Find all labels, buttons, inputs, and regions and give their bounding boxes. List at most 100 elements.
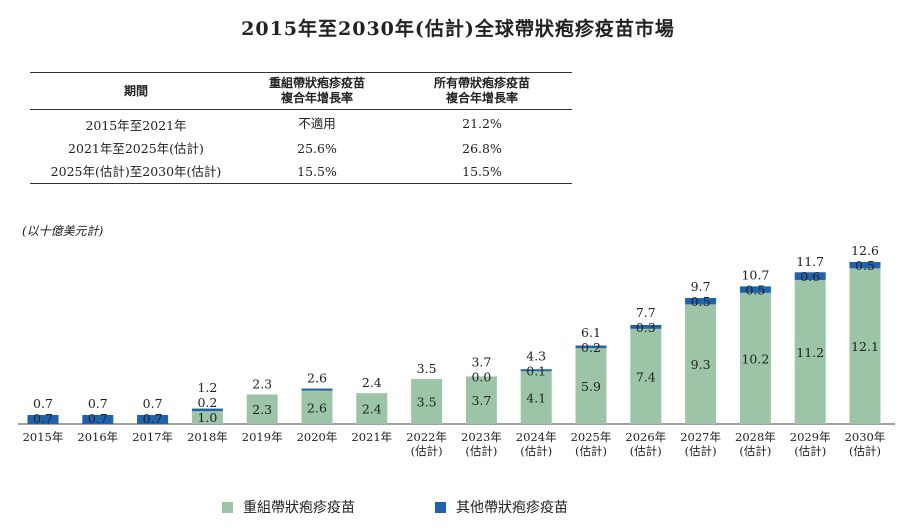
- x-tick-label: 2029年: [790, 430, 831, 444]
- data-label-total: 3.5: [417, 361, 437, 376]
- table-header: 所有帶狀疱疹疫苗 複合年增長率: [392, 72, 572, 110]
- page-title: 2015年至2030年(估計)全球帶狀疱疹疫苗市場: [241, 18, 675, 40]
- bar-other: [137, 414, 169, 424]
- x-tick-label: 2023年: [461, 430, 502, 444]
- header-line: 複合年增長率: [280, 91, 353, 105]
- bar-recombinant: [191, 411, 223, 424]
- table-cell: 不適用: [298, 116, 336, 131]
- unit-label: (以十億美元計): [22, 224, 104, 238]
- data-label-recombinant: 7.4: [636, 369, 656, 384]
- legend-item-recombinant: 重組帶狀疱疹疫苗: [222, 497, 355, 517]
- x-tick-label: 2018年: [187, 430, 228, 444]
- data-label-other: 0.5: [855, 258, 875, 273]
- table-row: 2025年(估計)至2030年(估計) 15.5% 15.5%: [30, 160, 572, 184]
- table-cell: 26.8%: [462, 141, 502, 156]
- data-label-other: 0.0: [471, 369, 491, 384]
- x-tick-label: 2028年: [735, 430, 776, 444]
- data-label-total: 0.7: [88, 396, 108, 411]
- table-cell: 15.5%: [297, 164, 337, 179]
- bar-other: [191, 408, 223, 412]
- table-cell: 2015年至2021年: [85, 118, 187, 133]
- legend-label: 重組帶狀疱疹疫苗: [243, 500, 355, 516]
- x-tick-label: (估計): [739, 444, 771, 458]
- table-header: 重組帶狀疱疹疫苗 複合年增長率: [242, 72, 392, 110]
- x-tick-label: (估計): [465, 444, 497, 458]
- data-label-recombinant: 4.1: [526, 391, 546, 406]
- header-line: 期間: [123, 83, 148, 98]
- table-cell: 21.2%: [462, 116, 502, 131]
- data-label-recombinant: 5.9: [581, 379, 601, 394]
- table-row: 2021年至2025年(估計) 25.6% 26.8%: [30, 137, 572, 160]
- bar-other: [27, 414, 59, 424]
- x-tick-label: (估計): [794, 444, 826, 458]
- bar-recombinant: [465, 376, 497, 424]
- x-tick-label: (估計): [630, 444, 662, 458]
- data-label-other: 0.5: [745, 283, 765, 298]
- bar-recombinant: [301, 390, 333, 424]
- data-label-total: 12.6: [851, 243, 879, 258]
- legend-item-other: 其他帶狀疱疹疫苗: [435, 497, 568, 517]
- data-label-recombinant: 1.0: [197, 410, 217, 425]
- bar-recombinant: [411, 378, 443, 424]
- data-label-other: 0.7: [88, 411, 108, 426]
- legend-label: 其他帶狀疱疹疫苗: [456, 500, 568, 516]
- legend-swatch: [222, 501, 233, 513]
- x-tick-label: 2019年: [242, 430, 283, 444]
- bar-other: [849, 261, 881, 269]
- data-label-recombinant: 12.1: [851, 339, 879, 354]
- x-tick-label: (估計): [411, 444, 443, 458]
- data-label-total: 2.4: [362, 375, 382, 390]
- table-cell: 2025年(估計)至2030年(估計): [50, 164, 222, 179]
- x-tick-label: (估計): [849, 444, 881, 458]
- x-tick-label: 2030年: [845, 430, 886, 444]
- header-line: 複合年增長率: [445, 91, 518, 105]
- header-line: 所有帶狀疱疹疫苗: [433, 76, 530, 90]
- data-label-total: 10.7: [741, 268, 769, 283]
- data-label-total: 0.7: [33, 396, 53, 411]
- legend-swatch: [435, 501, 446, 513]
- data-label-total: 9.7: [691, 279, 711, 294]
- x-tick-label: (估計): [575, 444, 607, 458]
- x-tick-label: 2026年: [625, 430, 666, 444]
- table-cell: 25.6%: [297, 141, 337, 156]
- x-tick-label: 2027年: [680, 430, 721, 444]
- table-header-row: 期間 重組帶狀疱疹疫苗 複合年增長率 所有帶狀疱疹疫苗 複合年增長率: [30, 72, 572, 110]
- data-label-total: 6.1: [581, 325, 601, 340]
- bar-recombinant: [630, 328, 662, 424]
- data-label-other: 0.2: [581, 340, 601, 355]
- data-label-recombinant: 9.3: [691, 357, 711, 372]
- x-tick-label: 2020年: [297, 430, 338, 444]
- data-label-other: 0.7: [33, 411, 53, 426]
- data-label-other: 0.5: [691, 294, 711, 309]
- bar-recombinant: [520, 371, 552, 424]
- data-label-total: 2.3: [252, 376, 272, 391]
- header-line: 重組帶狀疱疹疫苗: [268, 76, 365, 90]
- x-tick-label: 2025年: [571, 430, 612, 444]
- bar-recombinant: [356, 393, 388, 424]
- x-tick-label: 2021年: [351, 430, 392, 444]
- data-label-total: 0.7: [143, 396, 163, 411]
- data-label-total: 2.6: [307, 371, 327, 386]
- table-row: 2015年至2021年 不適用 21.2%: [30, 110, 572, 138]
- bar-recombinant: [739, 292, 771, 424]
- bar-other: [301, 388, 333, 391]
- x-tick-label: (估計): [685, 444, 717, 458]
- bar-other: [685, 297, 717, 305]
- data-label-total: 4.3: [526, 349, 546, 364]
- bar-other: [520, 369, 552, 372]
- data-label-other: 0.3: [636, 320, 656, 335]
- bar-recombinant: [575, 348, 607, 424]
- x-tick-label: 2024年: [516, 430, 557, 444]
- data-label-total: 7.7: [636, 305, 656, 320]
- cagr-table: 期間 重組帶狀疱疹疫苗 複合年增長率 所有帶狀疱疹疫苗 複合年增長率 2015年至202…: [30, 72, 572, 184]
- table-cell: 15.5%: [462, 164, 502, 179]
- bar-recombinant: [685, 304, 717, 424]
- data-label-total: 11.7: [796, 254, 824, 269]
- data-label-recombinant: 2.3: [252, 402, 272, 417]
- bar-other: [575, 345, 607, 349]
- bar-recombinant: [849, 268, 881, 424]
- data-label-recombinant: 10.2: [741, 351, 769, 366]
- data-label-other: 0.1: [526, 364, 546, 379]
- bar-other: [794, 272, 826, 280]
